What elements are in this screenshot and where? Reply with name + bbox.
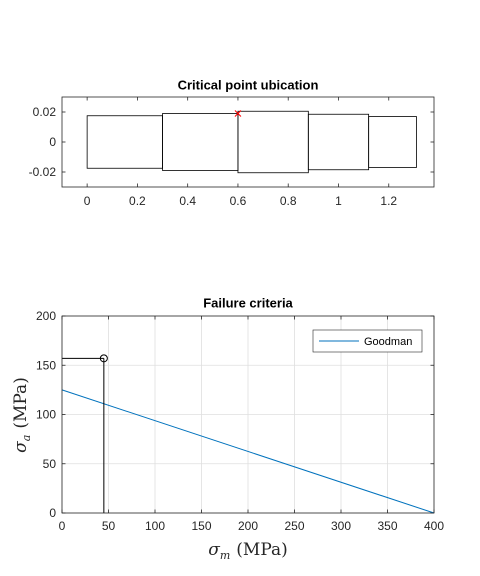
chart2-marks — [61, 354, 435, 514]
series-goodman — [61, 389, 435, 514]
shaft-segment — [368, 116, 417, 168]
chart2-xlabel: σm (MPa) — [208, 540, 288, 562]
chart2-ticks: 0 50 100 150 200 250 300 350 400 0 50 100 150 200 — [36, 309, 444, 533]
failure-criteria-chart: Failure criteria 0 50 100 150 200 250 300 350 40… — [11, 296, 444, 563]
chart2-ylabel-symbol: σ — [11, 441, 31, 453]
chart2-ylabel-subscript: a — [20, 435, 33, 442]
legend-box — [312, 329, 423, 353]
chart2-xtick-label: 150 — [191, 519, 211, 533]
chart2-xlabel-symbol: σ — [208, 540, 220, 560]
chart2-ytick-label: 100 — [36, 408, 56, 422]
chart2-ylabel: σa (MPa) — [11, 377, 33, 453]
chart1-ytick-label: 0 — [49, 135, 56, 149]
chart1-xtick-label: 0.6 — [230, 194, 247, 208]
chart1-xtick-label: 1 — [335, 194, 342, 208]
chart1-marks — [86, 110, 417, 174]
chart1-ytick-label: 0.02 — [33, 105, 57, 119]
critical-point-chart: Critical point ubication 0 0.2 0.4 0.6 0.8 1 1… — [29, 78, 435, 208]
chart2-xtick-label: 350 — [377, 519, 397, 533]
chart2-ytick-label: 150 — [36, 358, 56, 372]
chart2-xtick-label: 100 — [145, 519, 165, 533]
chart1-ticks: 0 0.2 0.4 0.6 0.8 1 1.2 -0.02 0 0.02 — [29, 97, 434, 208]
chart2-ytick-label: 200 — [36, 309, 56, 323]
operating-point-marker — [99, 354, 108, 363]
chart1-title: Critical point ubication — [178, 78, 319, 93]
chart2-xtick-label: 50 — [102, 519, 116, 533]
chart2-legend: Goodman — [312, 329, 423, 353]
chart2-ytick-label: 50 — [43, 457, 57, 471]
critical-point-stroke-b — [234, 110, 242, 117]
chart2-axes-box — [61, 315, 435, 514]
chart1-xtick-label: 0.8 — [280, 194, 297, 208]
chart2-title: Failure criteria — [203, 296, 293, 311]
chart2-xtick-label: 400 — [424, 519, 444, 533]
chart1-axes-box — [61, 96, 435, 188]
chart2-xlabel-subscript: m — [220, 549, 230, 562]
chart2-xtick-label: 250 — [284, 519, 304, 533]
chart1-ytick-label: -0.02 — [29, 165, 57, 179]
chart1-xtick-label: 0.4 — [179, 194, 196, 208]
chart1-xtick-label: 0 — [84, 194, 91, 208]
chart1-xtick-label: 0.2 — [129, 194, 146, 208]
chart2-xtick-label: 0 — [59, 519, 66, 533]
critical-point-marker — [234, 110, 242, 117]
chart1-xtick-label: 1.2 — [380, 194, 397, 208]
chart2-ytick-label: 0 — [49, 506, 56, 520]
chart2-xtick-label: 200 — [238, 519, 258, 533]
chart2-ylabel-unit: (MPa) — [11, 377, 31, 428]
chart2-xlabel-unit: (MPa) — [236, 540, 287, 560]
chart2-xtick-label: 300 — [331, 519, 351, 533]
legend-label-goodman: Goodman — [364, 336, 412, 348]
